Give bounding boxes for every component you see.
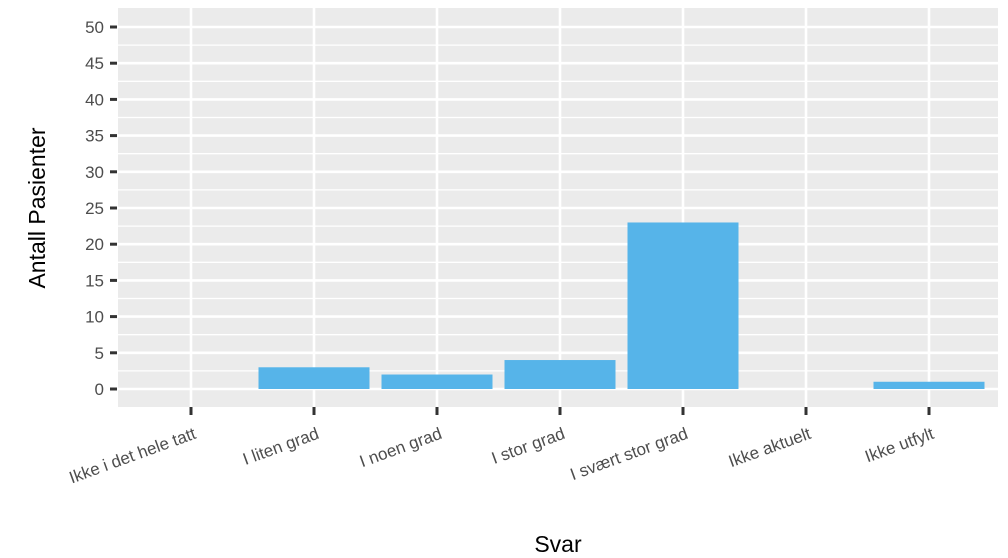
y-tick-label: 40 <box>85 90 104 109</box>
y-tick-label: 5 <box>95 344 104 363</box>
x-tick-label: I svært stor grad <box>568 424 691 484</box>
y-axis: 0 5 10 15 20 25 30 35 40 45 50 <box>85 18 117 399</box>
y-tick-label: 10 <box>85 308 104 327</box>
y-axis-title: Antall Pasienter <box>24 127 50 288</box>
y-tick-label: 15 <box>85 271 104 290</box>
y-tick-label: 35 <box>85 127 104 146</box>
x-tick-label: Ikke aktuelt <box>726 424 814 471</box>
bar <box>873 381 985 389</box>
y-tick-label: 25 <box>85 199 104 218</box>
y-tick-label: 20 <box>85 235 104 254</box>
x-tick-label: I noen grad <box>357 424 444 471</box>
y-tick-label: 0 <box>95 380 104 399</box>
bar <box>381 374 493 389</box>
y-tick-label: 50 <box>85 18 104 37</box>
x-tick-label: I stor grad <box>489 424 567 468</box>
x-tick-label: I liten grad <box>240 424 321 469</box>
bars <box>258 222 985 389</box>
y-tick-label: 45 <box>85 54 104 73</box>
y-tick-label: 30 <box>85 163 104 182</box>
x-tick-label: Ikke i det hele tatt <box>67 424 199 488</box>
bar <box>258 367 370 389</box>
x-axis: Ikke i det hele tatt I liten grad I noen g… <box>67 407 937 487</box>
x-tick-label: Ikke utfylt <box>862 424 936 467</box>
bar <box>627 222 739 389</box>
x-axis-title: Svar <box>534 531 582 557</box>
bar <box>504 360 616 389</box>
